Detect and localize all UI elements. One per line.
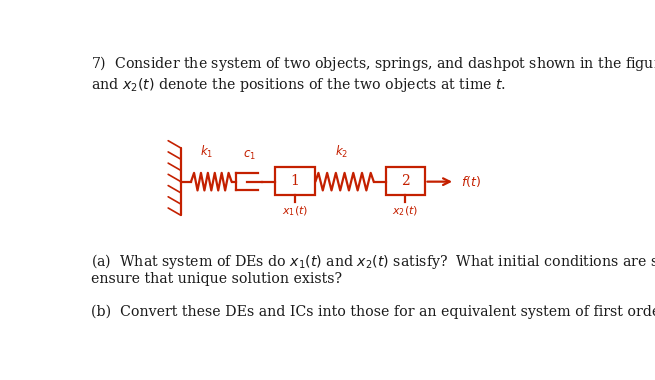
Text: $k_2$: $k_2$ bbox=[335, 144, 348, 160]
Text: (a)  What system of DEs do $x_1(t)$ and $x_2(t)$ satisfy?  What initial conditio: (a) What system of DEs do $x_1(t)$ and $… bbox=[91, 252, 655, 271]
Text: $c_1$: $c_1$ bbox=[243, 149, 256, 162]
Text: $f(t)$: $f(t)$ bbox=[461, 174, 481, 189]
Text: and $x_2(t)$ denote the positions of the two objects at time $t$.: and $x_2(t)$ denote the positions of the… bbox=[91, 76, 506, 94]
Text: $k_1$: $k_1$ bbox=[200, 144, 213, 160]
Text: (b)  Convert these DEs and ICs into those for an equivalent system of first orde: (b) Convert these DEs and ICs into those… bbox=[91, 304, 655, 319]
Text: $x_1(t)$: $x_1(t)$ bbox=[282, 204, 309, 218]
Text: 1: 1 bbox=[291, 174, 299, 188]
Text: 7)  Consider the system of two objects, springs, and dashpot shown in the figure: 7) Consider the system of two objects, s… bbox=[91, 54, 655, 73]
Text: ensure that unique solution exists?: ensure that unique solution exists? bbox=[91, 272, 342, 287]
Bar bbox=[386, 167, 424, 195]
Text: $x_2(t)$: $x_2(t)$ bbox=[392, 204, 419, 218]
Text: 2: 2 bbox=[401, 174, 410, 188]
Bar bbox=[275, 167, 316, 195]
